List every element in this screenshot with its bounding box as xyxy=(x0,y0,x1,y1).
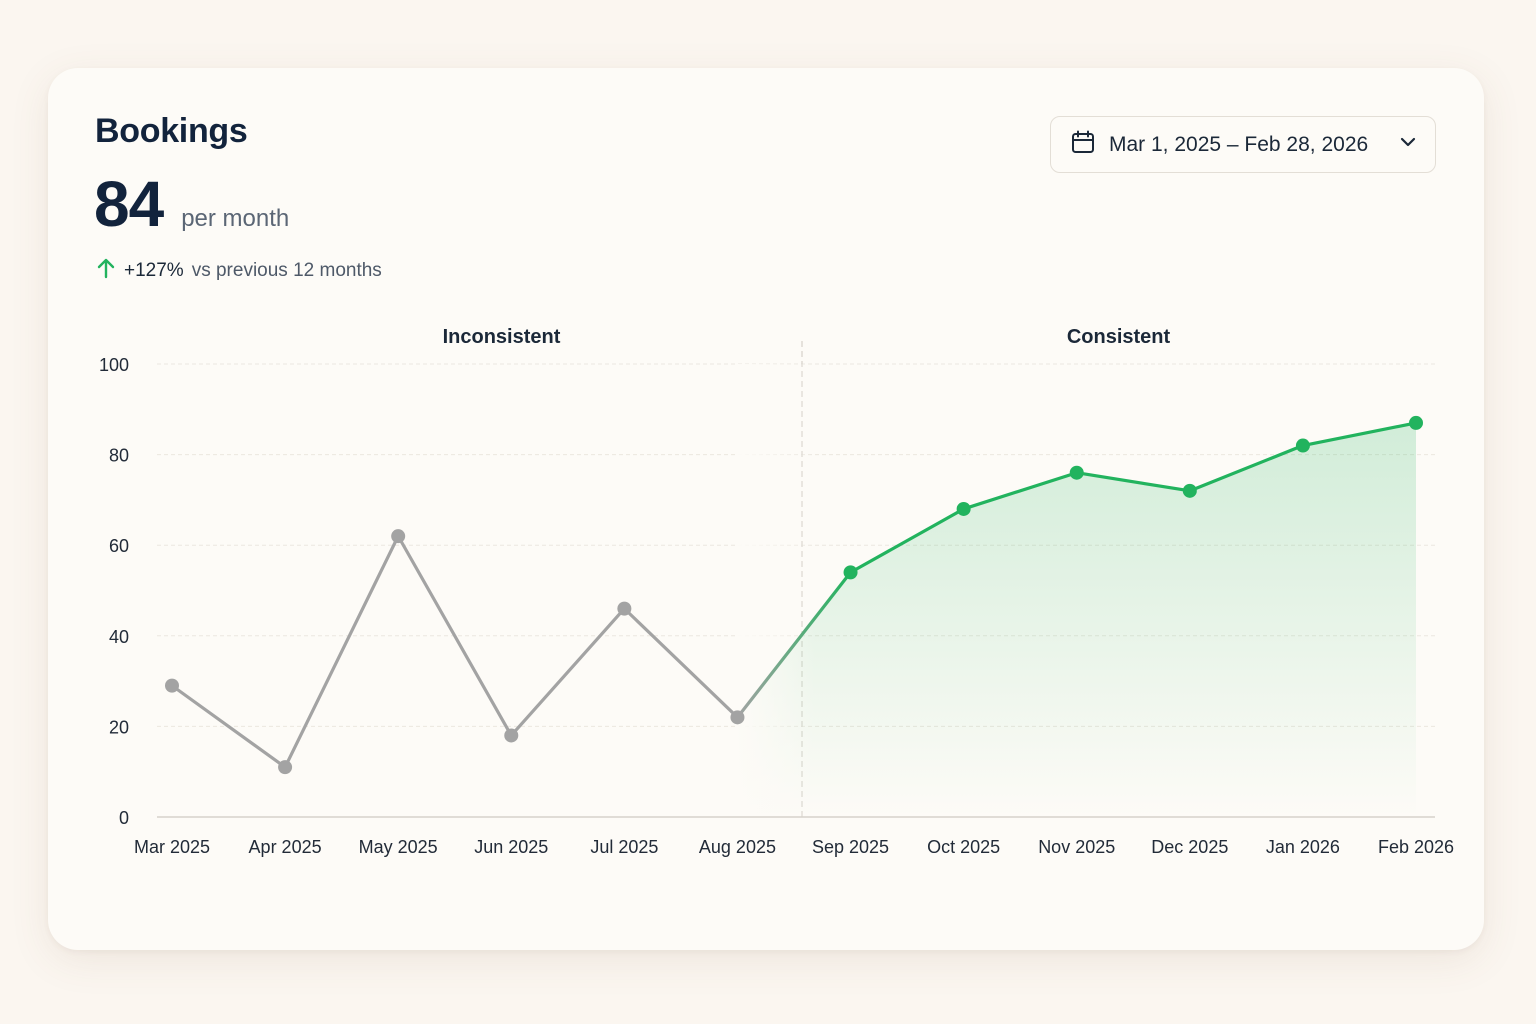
data-point xyxy=(730,710,745,725)
x-tick-label: Sep 2025 xyxy=(812,837,889,857)
x-tick-label: Feb 2026 xyxy=(1378,837,1454,857)
card-title: Bookings xyxy=(95,112,248,150)
area-fade xyxy=(735,364,816,816)
series-line-inconsistent xyxy=(170,534,740,769)
x-tick-label: Dec 2025 xyxy=(1151,837,1228,857)
date-range-picker[interactable]: Mar 1, 2025 – Feb 28, 2026 xyxy=(1050,116,1436,173)
y-tick-label: 0 xyxy=(119,808,129,828)
chevron-down-icon xyxy=(1399,133,1417,156)
x-tick-label: Mar 2025 xyxy=(134,837,210,857)
metric-value: 84 xyxy=(94,168,164,240)
x-tick-label: Jul 2025 xyxy=(590,837,658,857)
data-point xyxy=(617,601,632,616)
consistent-area-fill xyxy=(737,422,1416,817)
series-line-transition xyxy=(735,570,853,719)
y-tick-label: 80 xyxy=(109,446,129,466)
change-text: vs previous 12 months xyxy=(191,260,382,281)
data-point xyxy=(504,728,519,743)
y-tick-label: 60 xyxy=(109,536,129,556)
data-point xyxy=(1069,465,1084,480)
data-point xyxy=(843,565,858,580)
metric-row: 84 per month xyxy=(94,172,289,236)
series-line-consistent xyxy=(848,421,1418,574)
x-tick-label: Nov 2025 xyxy=(1038,837,1115,857)
date-range-label: Mar 1, 2025 – Feb 28, 2026 xyxy=(1109,132,1369,156)
x-tick-label: Apr 2025 xyxy=(249,837,322,857)
y-tick-label: 40 xyxy=(109,627,129,647)
change-indicator: +127% vs previous 12 months xyxy=(96,257,382,285)
y-tick-label: 20 xyxy=(109,717,129,737)
data-point xyxy=(1409,415,1423,430)
data-point xyxy=(956,501,971,516)
data-point xyxy=(391,529,406,544)
data-point xyxy=(1295,438,1310,453)
x-tick-label: Aug 2025 xyxy=(699,837,776,857)
segment-label-inconsistent: Inconsistent xyxy=(443,326,561,348)
change-percent: +127% xyxy=(124,260,184,281)
x-tick-label: Jan 2026 xyxy=(1266,837,1340,857)
calendar-icon xyxy=(1071,130,1095,159)
segment-label-consistent: Consistent xyxy=(1067,326,1171,348)
x-tick-label: Oct 2025 xyxy=(927,837,1000,857)
x-tick-label: Jun 2025 xyxy=(474,837,548,857)
y-tick-label: 100 xyxy=(99,355,129,375)
data-point xyxy=(278,760,293,775)
data-point xyxy=(1182,483,1197,498)
arrow-up-icon xyxy=(96,257,116,285)
data-point xyxy=(165,678,179,693)
x-tick-label: May 2025 xyxy=(359,837,438,857)
metric-unit: per month xyxy=(181,205,290,232)
